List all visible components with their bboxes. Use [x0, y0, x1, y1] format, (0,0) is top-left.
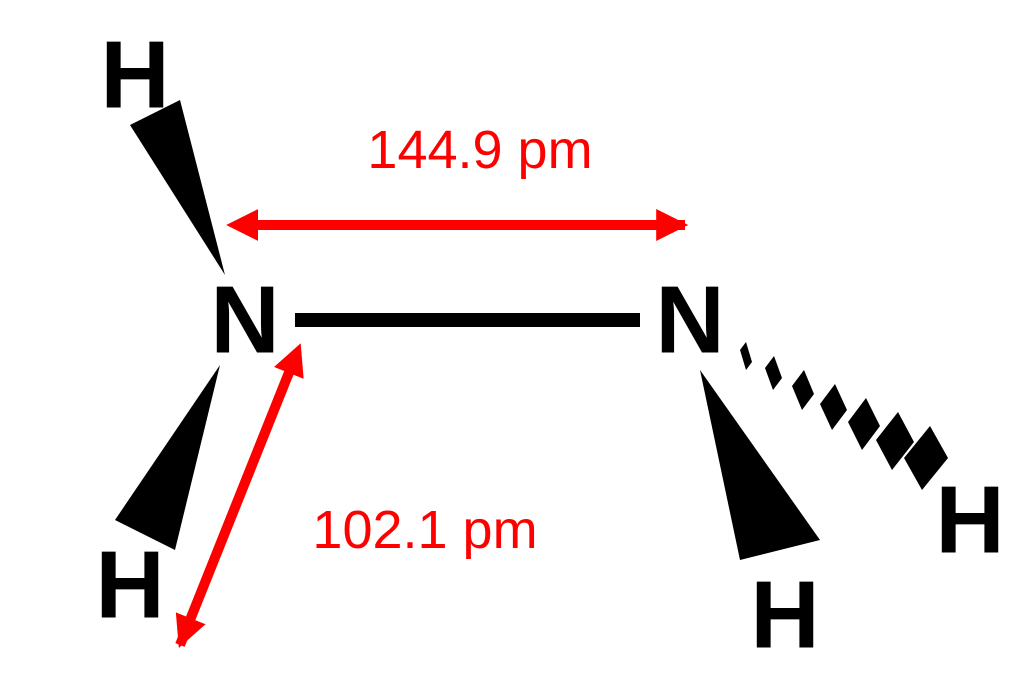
- bond-dashed-n2-h-back: [740, 342, 948, 490]
- atom-h-bottom-left: H: [95, 532, 164, 639]
- bond-wedge-n1-h-bottom: [115, 365, 220, 550]
- measure-label-nh: 102.1 pm: [312, 500, 537, 560]
- atom-h-top-left: H: [100, 22, 169, 129]
- measure-label-nn: 144.9 pm: [367, 120, 592, 180]
- atom-h-bottom-right-back: H: [935, 467, 1004, 574]
- molecule-diagram: 144.9 pm 102.1 pm N N H H H H: [0, 0, 1028, 700]
- atom-n1: N: [210, 267, 279, 374]
- atom-n2: N: [655, 267, 724, 374]
- atom-h-bottom-right-front: H: [750, 562, 819, 669]
